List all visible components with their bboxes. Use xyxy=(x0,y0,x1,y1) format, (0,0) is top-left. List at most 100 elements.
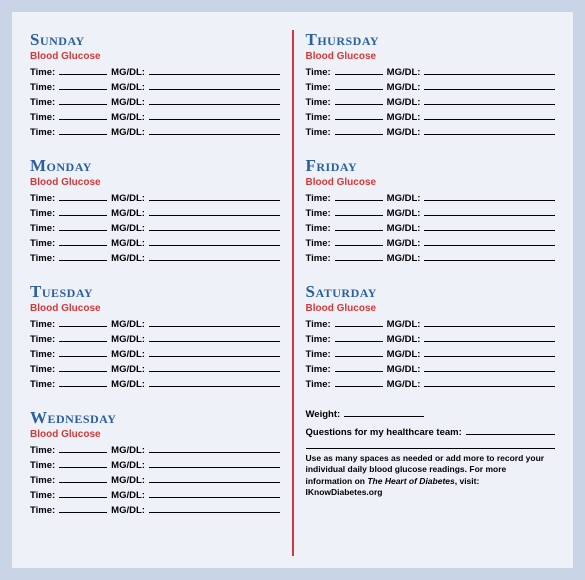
mgdl-field[interactable] xyxy=(424,96,555,105)
reading-row: Time:MG/DL: xyxy=(306,126,556,138)
day-block-monday: MondayBlood GlucoseTime:MG/DL:Time:MG/DL… xyxy=(30,156,280,264)
mgdl-field[interactable] xyxy=(149,237,280,246)
time-field[interactable] xyxy=(335,111,383,120)
time-field[interactable] xyxy=(59,126,107,135)
mgdl-field[interactable] xyxy=(149,474,280,483)
time-field[interactable] xyxy=(59,81,107,90)
mgdl-field[interactable] xyxy=(424,126,555,135)
time-field[interactable] xyxy=(59,348,107,357)
mgdl-field[interactable] xyxy=(424,378,555,387)
time-field[interactable] xyxy=(59,474,107,483)
mgdl-label: MG/DL: xyxy=(111,490,145,501)
mgdl-field[interactable] xyxy=(424,111,555,120)
mgdl-field[interactable] xyxy=(424,363,555,372)
mgdl-field[interactable] xyxy=(149,489,280,498)
time-field[interactable] xyxy=(59,459,107,468)
reading-row: Time:MG/DL: xyxy=(306,252,556,264)
mgdl-field[interactable] xyxy=(149,459,280,468)
mgdl-field[interactable] xyxy=(424,222,555,231)
mgdl-label: MG/DL: xyxy=(387,112,421,123)
time-field[interactable] xyxy=(59,489,107,498)
time-field[interactable] xyxy=(59,111,107,120)
mgdl-field[interactable] xyxy=(424,207,555,216)
mgdl-label: MG/DL: xyxy=(111,97,145,108)
mgdl-field[interactable] xyxy=(424,237,555,246)
mgdl-field[interactable] xyxy=(424,318,555,327)
mgdl-field[interactable] xyxy=(149,318,280,327)
time-field[interactable] xyxy=(59,66,107,75)
time-label: Time: xyxy=(306,82,331,93)
time-field[interactable] xyxy=(335,378,383,387)
mgdl-label: MG/DL: xyxy=(111,223,145,234)
day-block-saturday: SaturdayBlood GlucoseTime:MG/DL:Time:MG/… xyxy=(306,282,556,390)
reading-row: Time:MG/DL: xyxy=(30,474,280,486)
time-field[interactable] xyxy=(59,504,107,513)
time-field[interactable] xyxy=(335,66,383,75)
time-label: Time: xyxy=(30,460,55,471)
time-field[interactable] xyxy=(335,222,383,231)
extra-fields: Weight:Questions for my healthcare team: xyxy=(306,408,556,438)
mgdl-field[interactable] xyxy=(149,363,280,372)
mgdl-field[interactable] xyxy=(149,126,280,135)
time-field[interactable] xyxy=(335,348,383,357)
time-field[interactable] xyxy=(335,333,383,342)
time-field[interactable] xyxy=(335,192,383,201)
time-field[interactable] xyxy=(59,252,107,261)
time-field[interactable] xyxy=(59,192,107,201)
time-field[interactable] xyxy=(59,444,107,453)
reading-row: Time:MG/DL: xyxy=(306,333,556,345)
blood-glucose-subhead: Blood Glucose xyxy=(306,51,556,62)
mgdl-field[interactable] xyxy=(424,81,555,90)
mgdl-field[interactable] xyxy=(424,66,555,75)
time-field[interactable] xyxy=(335,126,383,135)
mgdl-field[interactable] xyxy=(149,66,280,75)
mgdl-field[interactable] xyxy=(149,378,280,387)
time-field[interactable] xyxy=(335,252,383,261)
reading-row: Time:MG/DL: xyxy=(306,237,556,249)
time-field[interactable] xyxy=(59,363,107,372)
time-field[interactable] xyxy=(335,318,383,327)
time-field[interactable] xyxy=(59,378,107,387)
questions-field[interactable] xyxy=(466,426,555,435)
mgdl-field[interactable] xyxy=(424,348,555,357)
mgdl-label: MG/DL: xyxy=(387,208,421,219)
weight-field[interactable] xyxy=(344,408,424,417)
time-field[interactable] xyxy=(335,363,383,372)
weight-row: Weight: xyxy=(306,408,556,420)
time-label: Time: xyxy=(30,67,55,78)
day-title: Saturday xyxy=(306,282,556,302)
time-label: Time: xyxy=(30,475,55,486)
reading-row: Time:MG/DL: xyxy=(30,111,280,123)
mgdl-field[interactable] xyxy=(149,222,280,231)
mgdl-field[interactable] xyxy=(149,444,280,453)
time-field[interactable] xyxy=(59,333,107,342)
time-field[interactable] xyxy=(59,318,107,327)
mgdl-field[interactable] xyxy=(424,192,555,201)
mgdl-field[interactable] xyxy=(424,252,555,261)
mgdl-field[interactable] xyxy=(424,333,555,342)
mgdl-field[interactable] xyxy=(149,96,280,105)
time-field[interactable] xyxy=(335,96,383,105)
mgdl-field[interactable] xyxy=(149,111,280,120)
time-label: Time: xyxy=(306,193,331,204)
time-field[interactable] xyxy=(59,207,107,216)
day-title: Wednesday xyxy=(30,408,280,428)
time-label: Time: xyxy=(30,127,55,138)
time-field[interactable] xyxy=(59,222,107,231)
mgdl-field[interactable] xyxy=(149,207,280,216)
time-field[interactable] xyxy=(335,81,383,90)
reading-row: Time:MG/DL: xyxy=(306,363,556,375)
mgdl-field[interactable] xyxy=(149,504,280,513)
reading-row: Time:MG/DL: xyxy=(30,222,280,234)
mgdl-field[interactable] xyxy=(149,192,280,201)
mgdl-field[interactable] xyxy=(149,81,280,90)
mgdl-field[interactable] xyxy=(149,348,280,357)
time-field[interactable] xyxy=(335,207,383,216)
time-label: Time: xyxy=(30,238,55,249)
mgdl-field[interactable] xyxy=(149,333,280,342)
time-field[interactable] xyxy=(335,237,383,246)
time-field[interactable] xyxy=(59,96,107,105)
time-field[interactable] xyxy=(59,237,107,246)
mgdl-field[interactable] xyxy=(149,252,280,261)
time-label: Time: xyxy=(306,223,331,234)
